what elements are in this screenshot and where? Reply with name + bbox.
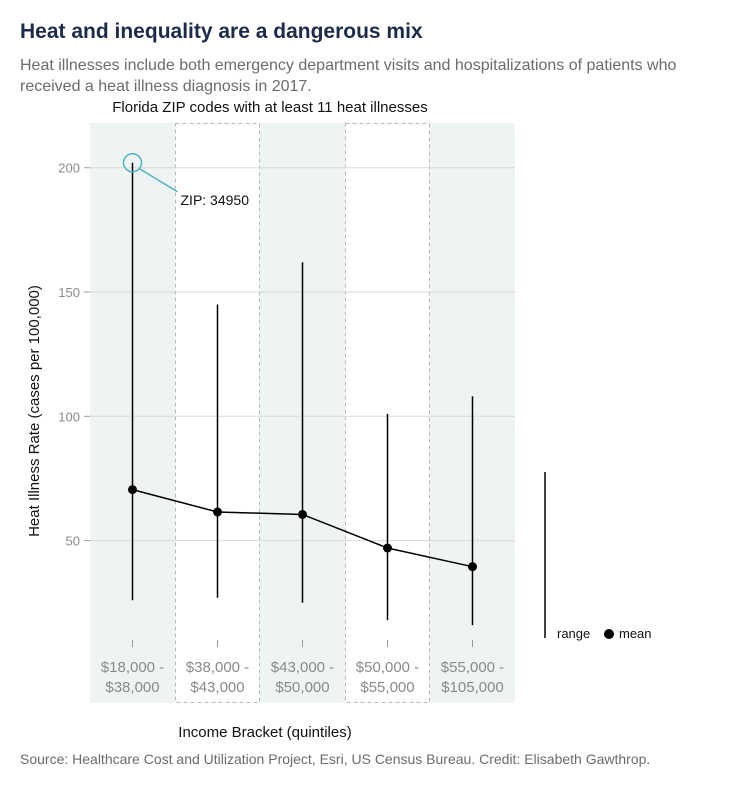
quintile-bands [90,123,515,703]
mean-point [128,485,137,495]
x-tick-label: $43,000 [190,679,244,696]
x-tick-label: $18,000 - [101,659,164,676]
outlier-annotation: ZIP: 34950 [122,153,250,208]
legend-range-label: range [557,626,590,641]
x-tick-label: $55,000 - [441,659,504,676]
plot-title: Florida ZIP codes with at least 11 heat … [112,99,427,116]
x-tick-label: $55,000 [360,679,414,696]
x-tick-label: $38,000 [105,679,159,696]
legend-mean-swatch [604,629,614,639]
x-axis: $18,000 - $38,000 $38,000 - $43,000 $43,000 … [101,640,504,696]
y-axis: 50 100 150 200 [58,161,90,549]
quintile-band-outline [345,123,430,703]
legend-mean-label: mean [619,626,652,641]
chart-marks [128,162,477,626]
source-credit: Source: Healthcare Cost and Utilization … [20,751,651,767]
annotation-label: ZIP: 34950 [181,192,250,208]
x-tick-label: $38,000 - [186,659,249,676]
mean-point [468,562,477,572]
chart-subtitle: Heat illnesses include both emergency de… [20,57,677,95]
y-tick-label: 100 [58,409,80,424]
quintile-band-outline [175,123,260,703]
y-tick-label: 150 [58,285,80,300]
y-tick-label: 200 [58,161,80,176]
x-tick-label: $105,000 [441,679,504,696]
annotation-circle [122,153,143,173]
mean-point [213,507,222,517]
mean-point [383,543,392,553]
chart-legend: range mean [544,472,652,641]
chart-title: Heat and inequality are a dangerous mix [20,20,423,43]
x-tick-label: $50,000 [275,679,329,696]
y-tick-label: 50 [66,534,80,549]
x-axis-title: Income Bracket (quintiles) [178,724,351,741]
annotation-leader [139,168,178,193]
x-tick-label: $50,000 - [356,659,419,676]
x-tick-label: $43,000 - [271,659,334,676]
mean-point [298,509,307,519]
y-axis-title: Heat Illness Rate (cases per 100,000) [26,285,43,537]
